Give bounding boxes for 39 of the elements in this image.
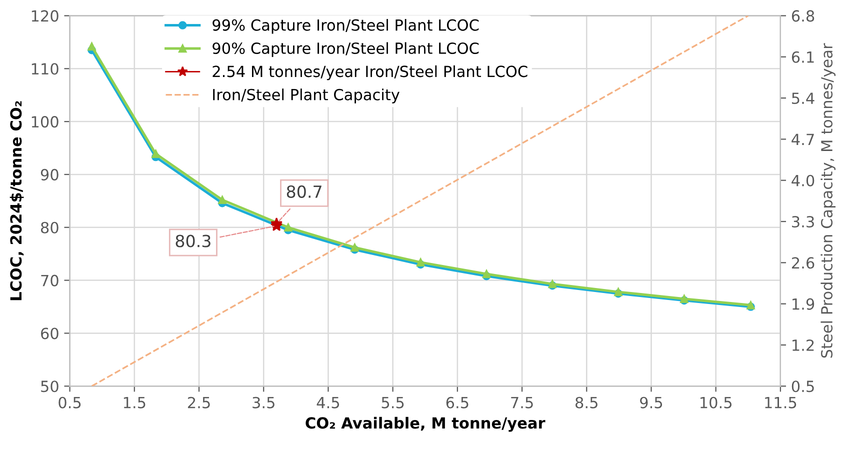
x-tick-label: 10.5	[700, 396, 732, 408]
x-tick-label: 9.5	[640, 396, 662, 408]
x-tick-label: 3.5	[252, 396, 274, 408]
y2-tick-label: 3.3	[792, 216, 814, 228]
y2-tick-label: 4.7	[792, 134, 814, 145]
y-tick-label: 60	[41, 328, 58, 340]
y-tick-label: 50	[41, 380, 58, 392]
y-tick-label: 100	[32, 116, 58, 128]
y2-tick-label: 2.6	[792, 257, 814, 269]
data-label: 80.7	[286, 185, 322, 198]
y2-tick-label: 1.9	[792, 298, 814, 310]
legend-label: 90% Capture Iron/Steel Plant LCOC	[212, 42, 479, 57]
x-tick-label: 0.5	[58, 396, 81, 408]
legend-label: 2.54 M tonnes/year Iron/Steel Plant LCOC	[212, 65, 528, 80]
y2-tick-label: 6.8	[792, 10, 814, 22]
x-tick-label: 2.5	[188, 396, 210, 408]
y2-tick-label: 0.5	[792, 380, 814, 392]
x-tick-label: 7.5	[511, 397, 533, 408]
y-tick-label: 70	[41, 274, 58, 286]
x-axis-title: CO₂ Available, M tonne/year	[306, 416, 546, 432]
y-tick-label: 90	[40, 168, 58, 180]
y-axis-title: LCOC, 2024$/tonne CO₂	[10, 101, 24, 300]
x-tick-label: 1.5	[124, 397, 146, 408]
y2-tick-label: 4.0	[792, 174, 814, 186]
y-tick-label: 120	[32, 10, 58, 22]
y2-tick-label: 1.2	[792, 339, 814, 351]
data-label: 80.3	[176, 234, 210, 248]
y2-tick-label: 6.1	[792, 51, 814, 63]
legend-label: 99% Capture Iron/Steel Plant LCOC	[212, 19, 479, 34]
x-tick-label: 5.5	[382, 397, 404, 408]
x-tick-label: 4.5	[316, 397, 340, 408]
x-tick-label: 11.5	[765, 397, 796, 408]
legend-label: Iron/Steel Plant Capacity	[213, 88, 400, 104]
x-tick-label: 8.5	[576, 396, 598, 408]
y-tick-label: 110	[32, 63, 58, 75]
y2-tick-label: 5.4	[792, 92, 814, 104]
x-tick-label: 6.5	[446, 396, 468, 408]
y-tick-label: 80	[40, 222, 58, 234]
y2-axis-title: Steel Production Capacity, M tonnes/year	[820, 43, 836, 358]
